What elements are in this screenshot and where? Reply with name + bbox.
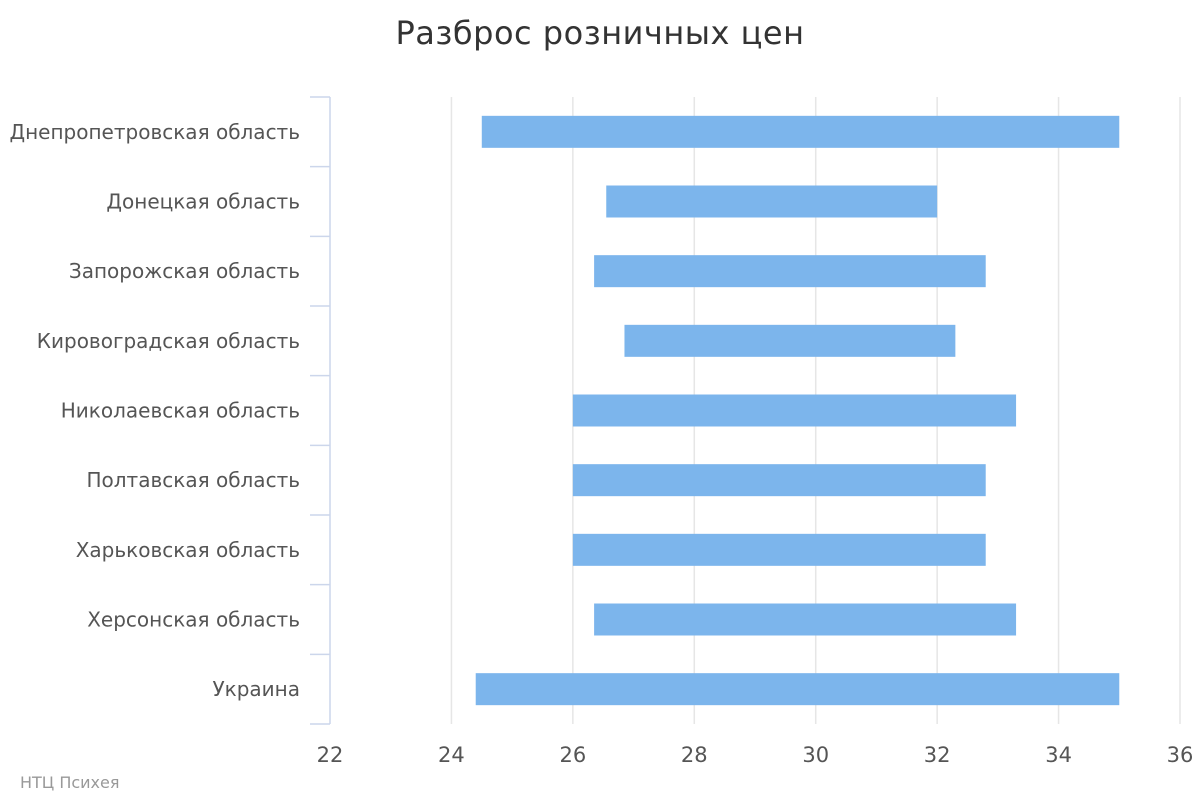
category-label: Харьковская область: [76, 538, 300, 562]
x-tick-label: 36: [1167, 743, 1194, 767]
x-tick-label: 22: [317, 743, 344, 767]
category-label: Полтавская область: [86, 468, 300, 492]
category-label: Запорожская область: [69, 259, 300, 283]
chart-title: Разброс розничных цен: [395, 14, 805, 52]
category-label: Кировоградская область: [37, 329, 300, 353]
range-bar[interactable]: [624, 324, 956, 357]
category-label: Донецкая область: [106, 190, 300, 214]
category-labels: Днепропетровская область Донецкая область…: [9, 120, 300, 701]
credits-text[interactable]: НТЦ Психея: [20, 773, 120, 792]
category-label: Днепропетровская область: [9, 120, 300, 144]
range-bar[interactable]: [572, 394, 1017, 427]
x-tick-label: 26: [559, 743, 586, 767]
category-label: Украина: [212, 677, 300, 701]
x-tick-label: 28: [681, 743, 708, 767]
x-tick-label: 34: [1045, 743, 1072, 767]
category-label: Херсонская область: [87, 608, 300, 632]
range-bar[interactable]: [594, 255, 986, 288]
bars: [475, 115, 1120, 706]
range-bar[interactable]: [481, 115, 1120, 148]
range-bar[interactable]: [572, 533, 986, 566]
range-bar[interactable]: [606, 185, 938, 218]
x-tick-label: 24: [438, 743, 465, 767]
x-tick-label: 32: [924, 743, 951, 767]
range-bar[interactable]: [572, 464, 986, 497]
range-bar[interactable]: [475, 673, 1120, 706]
x-axis-ticks: 22 24 26 28 30 32 34 36: [317, 743, 1194, 767]
category-axis: [310, 96, 331, 725]
x-tick-label: 30: [802, 743, 829, 767]
category-label: Николаевская область: [61, 399, 300, 423]
range-bar[interactable]: [594, 603, 1017, 636]
